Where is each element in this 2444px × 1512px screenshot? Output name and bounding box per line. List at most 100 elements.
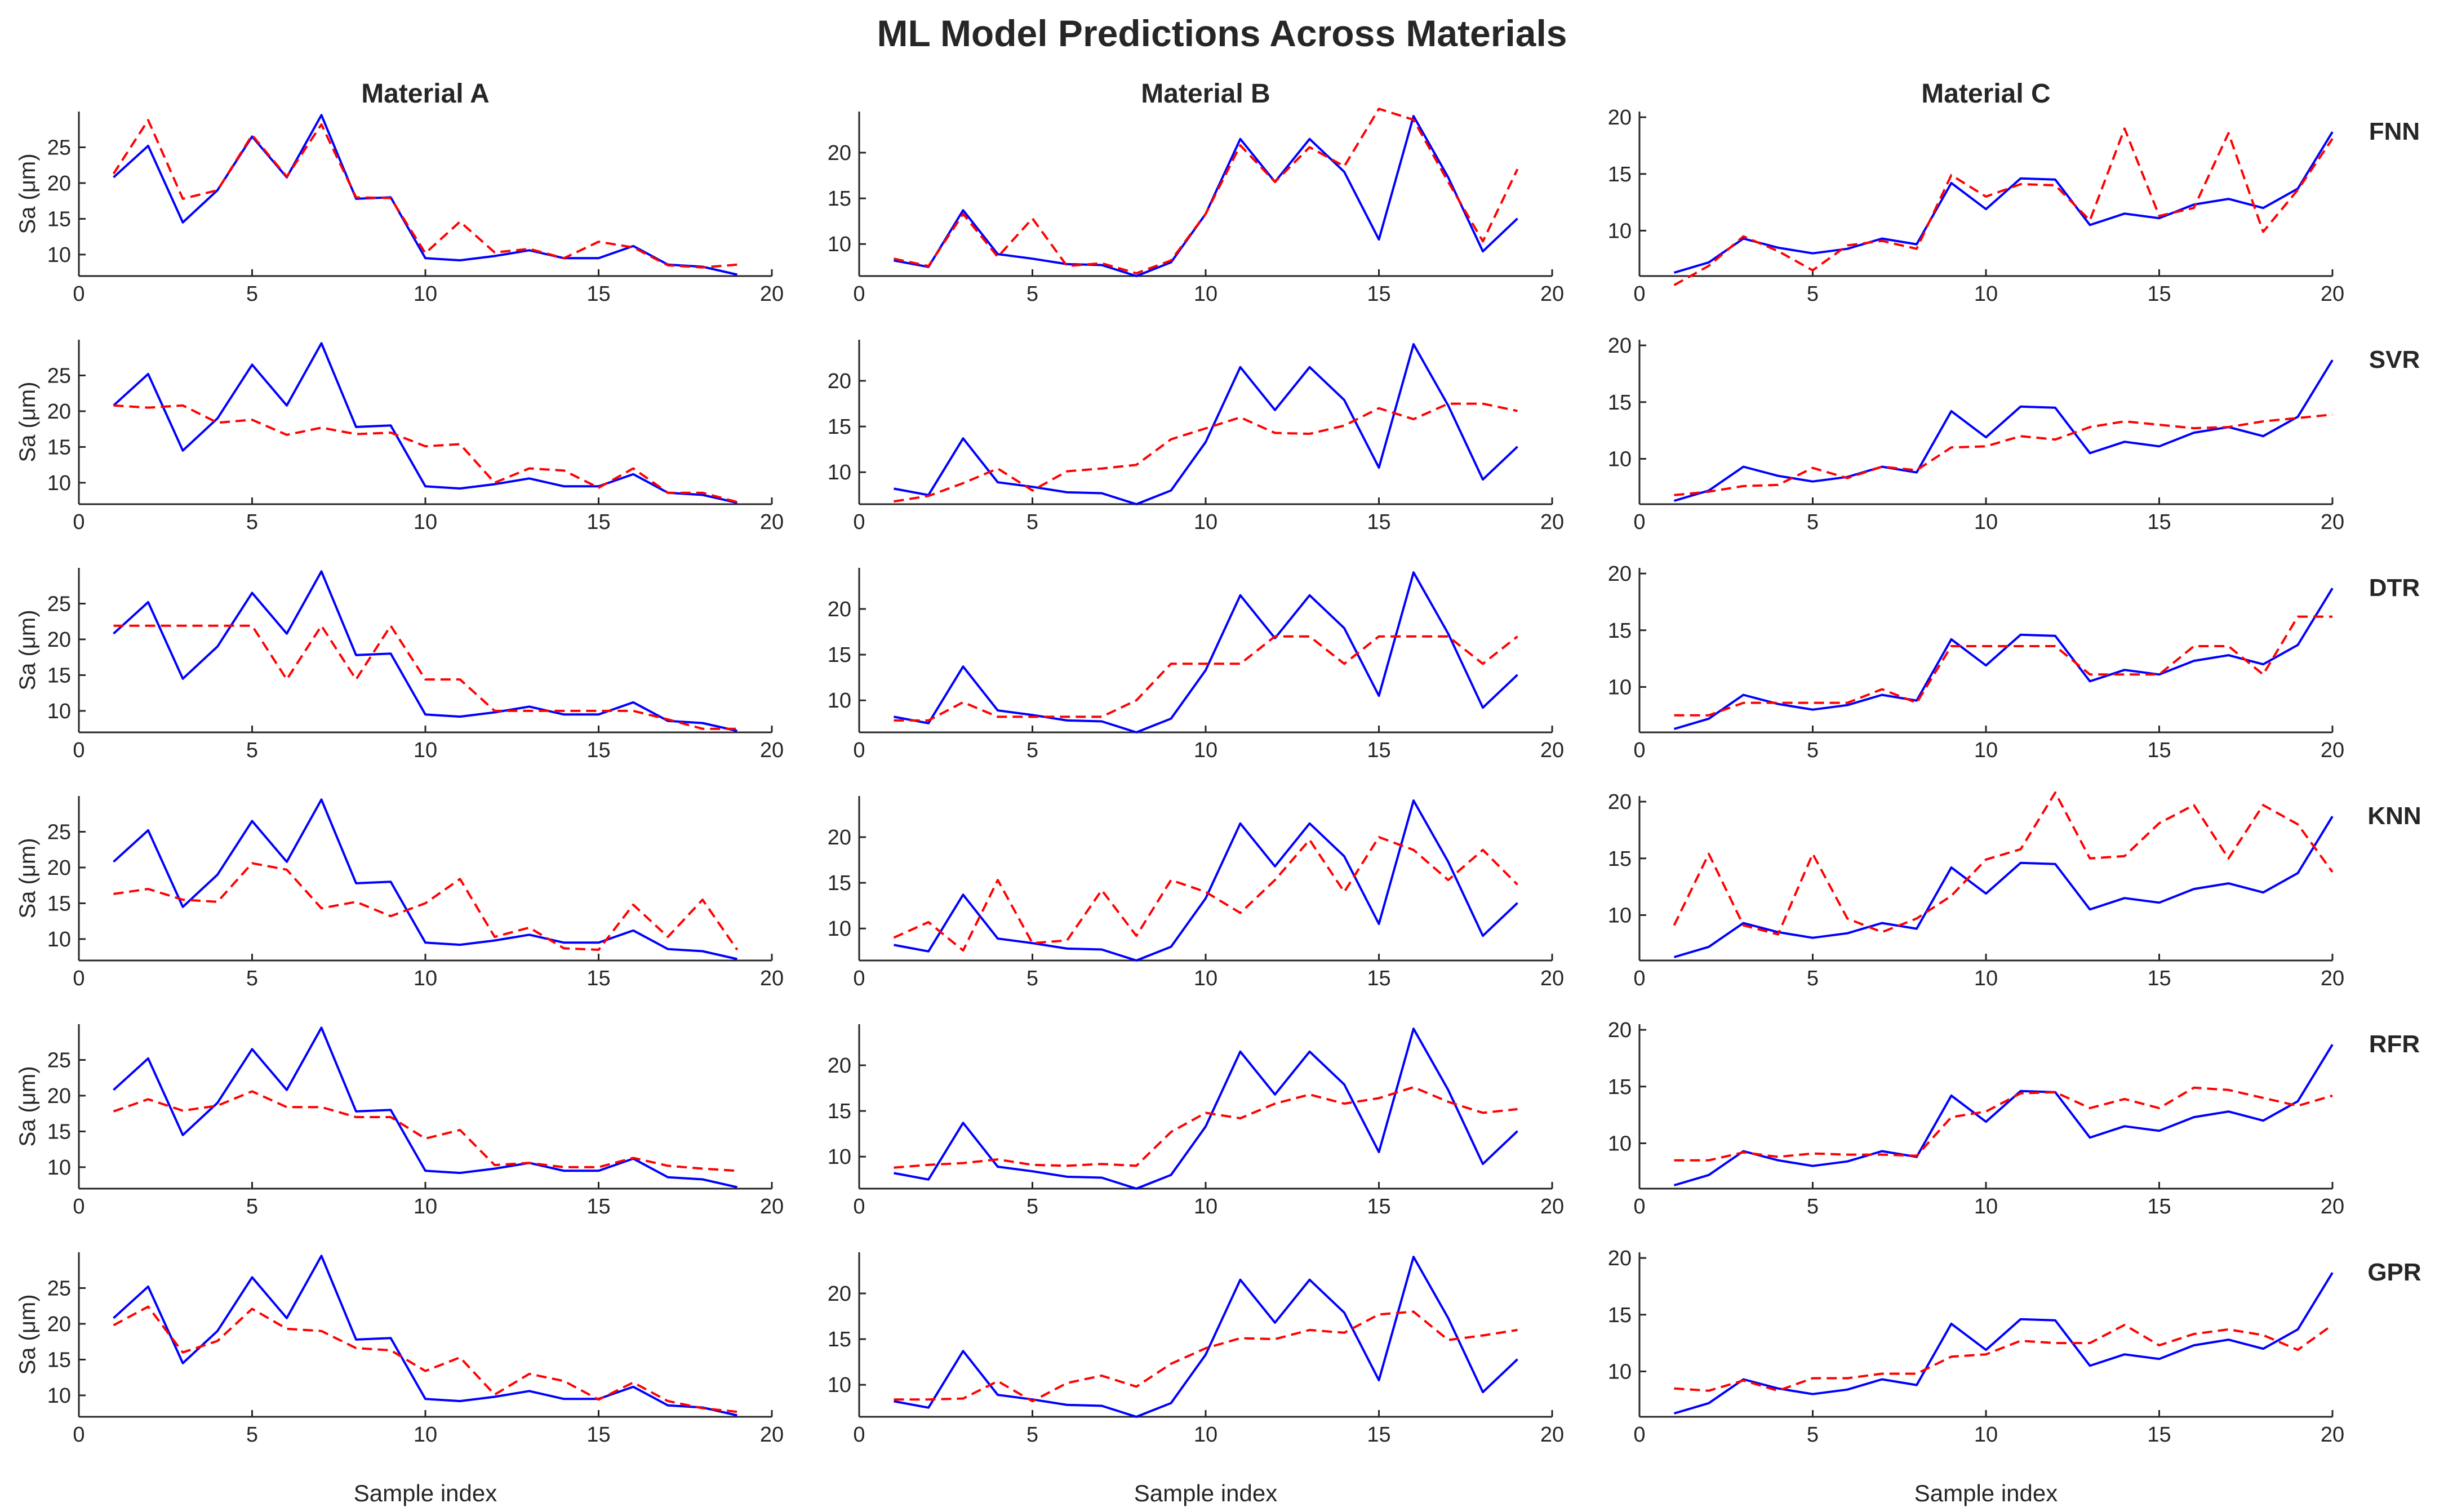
x-tick-label: 0 [853, 967, 865, 990]
x-tick-label: 15 [2147, 967, 2171, 990]
series-predicted-knn [1673, 791, 2334, 936]
x-tick-label: 20 [760, 282, 784, 306]
material-header-1: Material B [1141, 79, 1270, 109]
x-tick-label: 5 [1807, 739, 1819, 762]
figure-title: ML Model Predictions Across Materials [877, 12, 1567, 54]
subplot-rfr-0: 0 5 10 15 20 10 15 20 25 Sa (μm) [15, 1024, 784, 1219]
y-tick-label: 10 [1608, 447, 1632, 471]
subplot-fnn-1: 0 5 10 15 20 10 15 20 [828, 108, 1564, 306]
x-tick-label: 0 [853, 1195, 865, 1219]
subplot-svr-1: 0 5 10 15 20 10 15 20 [828, 340, 1564, 534]
series-actual [1673, 816, 2334, 958]
series-predicted-dtr [894, 635, 1518, 722]
x-tick-label: 0 [1633, 739, 1645, 762]
x-tick-label: 15 [586, 510, 610, 534]
x-tick-label: 5 [246, 967, 258, 990]
x-tick-label: 5 [1027, 1423, 1038, 1447]
series-predicted-svr [894, 402, 1518, 503]
model-label-gpr: GPR [2367, 1258, 2421, 1286]
subplot-dtr-0: 0 5 10 15 20 10 15 20 25 Sa (μm) [15, 568, 784, 762]
x-tick-label: 20 [1540, 282, 1564, 306]
series-predicted-fnn [112, 119, 737, 269]
model-label-svr: SVR [2369, 346, 2420, 373]
series-predicted-svr [1674, 413, 2333, 496]
x-tick-label: 0 [73, 510, 85, 534]
x-tick-label: 20 [1540, 510, 1564, 534]
y-tick-label: 15 [1608, 1075, 1632, 1099]
subplot-grid: Material A 0 5 10 15 20 10 15 20 25 Sa (μm) 0 5 10 15 2… [15, 79, 2421, 1506]
x-tick-label: 10 [1194, 510, 1217, 534]
series-actual [113, 114, 737, 276]
subplot-knn-0: 0 5 10 15 20 10 15 20 25 Sa (μm) [15, 796, 784, 990]
y-tick-label: 10 [828, 1373, 851, 1397]
x-tick-label: 0 [1633, 1195, 1645, 1219]
series-predicted-knn [113, 862, 739, 951]
material-header-0: Material A [361, 79, 490, 109]
subplot-gpr-2: 0 5 10 15 20 10 15 20 GPR [1608, 1247, 2421, 1447]
x-tick-label: 5 [1807, 967, 1819, 990]
x-tick-label: 10 [1974, 1423, 1998, 1447]
y-tick-label: 15 [828, 187, 851, 211]
y-tick-label: 25 [47, 1048, 71, 1072]
series-predicted-gpr [1674, 1323, 2334, 1392]
x-tick-label: 0 [853, 1423, 865, 1447]
x-tick-label: 20 [1540, 1195, 1564, 1219]
y-tick-label: 15 [47, 207, 71, 231]
subplot-svr-0: 0 5 10 15 20 10 15 20 25 Sa (μm) [15, 340, 784, 534]
y-tick-label: 20 [1608, 1019, 1632, 1042]
y-tick-label: 10 [47, 472, 71, 495]
y-tick-label: 20 [828, 826, 851, 850]
y-tick-label: 20 [1608, 562, 1632, 586]
x-tick-label: 10 [1974, 967, 1998, 990]
y-tick-label: 20 [828, 370, 851, 393]
x-tick-label: 15 [1367, 510, 1390, 534]
series-predicted-rfr [1674, 1086, 2333, 1162]
y-tick-label: 20 [1608, 1247, 1632, 1270]
x-tick-label: 0 [73, 282, 85, 306]
y-tick-label: 15 [828, 1100, 851, 1123]
x-tick-label: 15 [1367, 739, 1390, 762]
series-actual [113, 570, 737, 732]
x-tick-label: 0 [1633, 1423, 1645, 1447]
x-tick-label: 0 [73, 1423, 85, 1447]
y-tick-label: 25 [47, 136, 71, 159]
y-tick-label: 20 [1608, 790, 1632, 814]
x-tick-label: 15 [586, 282, 610, 306]
series-predicted-fnn [1673, 127, 2334, 286]
y-tick-label: 20 [47, 1313, 71, 1336]
y-tick-label: 20 [47, 1084, 71, 1108]
x-tick-label: 20 [760, 739, 784, 762]
series-actual [113, 1255, 737, 1417]
series-actual [894, 343, 1518, 505]
subplot-fnn-0: 0 5 10 15 20 10 15 20 25 Sa (μm) [15, 112, 784, 306]
y-tick-label: 15 [47, 664, 71, 687]
series-actual [894, 115, 1518, 277]
y-tick-label: 10 [47, 1156, 71, 1180]
x-tick-label: 20 [2321, 739, 2344, 762]
x-tick-label: 5 [1807, 282, 1819, 306]
subplot-fnn-2: 0 5 10 15 20 10 15 20 FNN [1608, 106, 2420, 306]
x-tick-label: 15 [2147, 739, 2171, 762]
y-tick-label: 10 [47, 1384, 71, 1408]
y-tick-label: 10 [1608, 904, 1632, 927]
series-actual [894, 571, 1518, 733]
y-tick-label: 10 [828, 461, 851, 484]
x-tick-label: 10 [1974, 739, 1998, 762]
y-tick-label: 10 [1608, 675, 1632, 699]
x-tick-label: 20 [2321, 282, 2344, 306]
y-tick-label: 20 [828, 1282, 851, 1306]
x-tick-label: 10 [414, 510, 437, 534]
y-tick-label: 15 [1608, 619, 1632, 643]
y-tick-label: 15 [47, 1348, 71, 1372]
x-tick-label: 15 [586, 967, 610, 990]
x-tick-label: 10 [1974, 1195, 1998, 1219]
x-tick-label: 0 [73, 739, 85, 762]
x-tick-label: 20 [1540, 739, 1564, 762]
y-tick-label: 15 [47, 435, 71, 459]
x-tick-label: 20 [2321, 1423, 2344, 1447]
series-actual [1673, 1272, 2334, 1415]
x-tick-label: 15 [1367, 1195, 1390, 1219]
y-tick-label: 25 [47, 592, 71, 616]
x-tick-label: 15 [586, 739, 610, 762]
series-predicted-fnn [894, 108, 1519, 275]
